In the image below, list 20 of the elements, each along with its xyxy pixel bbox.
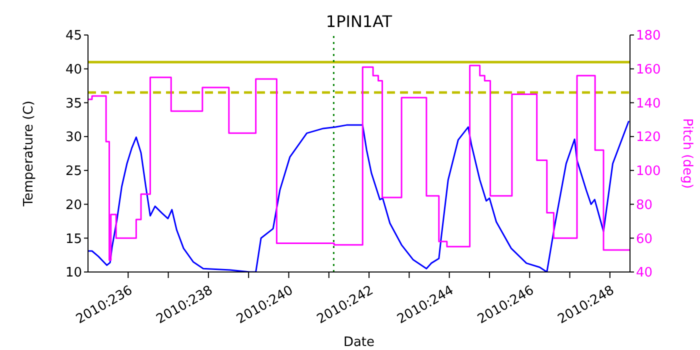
y-tick-label: 30 (65, 130, 82, 146)
y-axis-title: Temperature (C) (22, 100, 37, 208)
y2-tick-label: 120 (636, 130, 661, 146)
y-tick-label: 40 (65, 62, 82, 78)
y2-tick-label: 140 (636, 96, 661, 112)
y-tick-label: 45 (65, 28, 82, 44)
y-tick-label: 10 (65, 266, 82, 281)
y-tick-label: 15 (65, 232, 82, 247)
chart-title: 1PIN1AT (324, 12, 394, 31)
y2-tick-label: 80 (636, 198, 653, 213)
y2-tick-label: 180 (636, 28, 661, 44)
y2-tick-label: 100 (636, 164, 661, 180)
y2-tick-label: 40 (636, 266, 653, 281)
y-tick-label: 20 (65, 198, 82, 213)
y2-tick-label: 60 (636, 232, 653, 247)
x-axis-title: Date (343, 335, 375, 350)
y2-axis-title: Pitch (deg) (679, 118, 694, 189)
y2-tick-label: 160 (636, 62, 661, 78)
y-tick-label: 35 (65, 96, 82, 112)
y-tick-label: 25 (65, 164, 82, 180)
